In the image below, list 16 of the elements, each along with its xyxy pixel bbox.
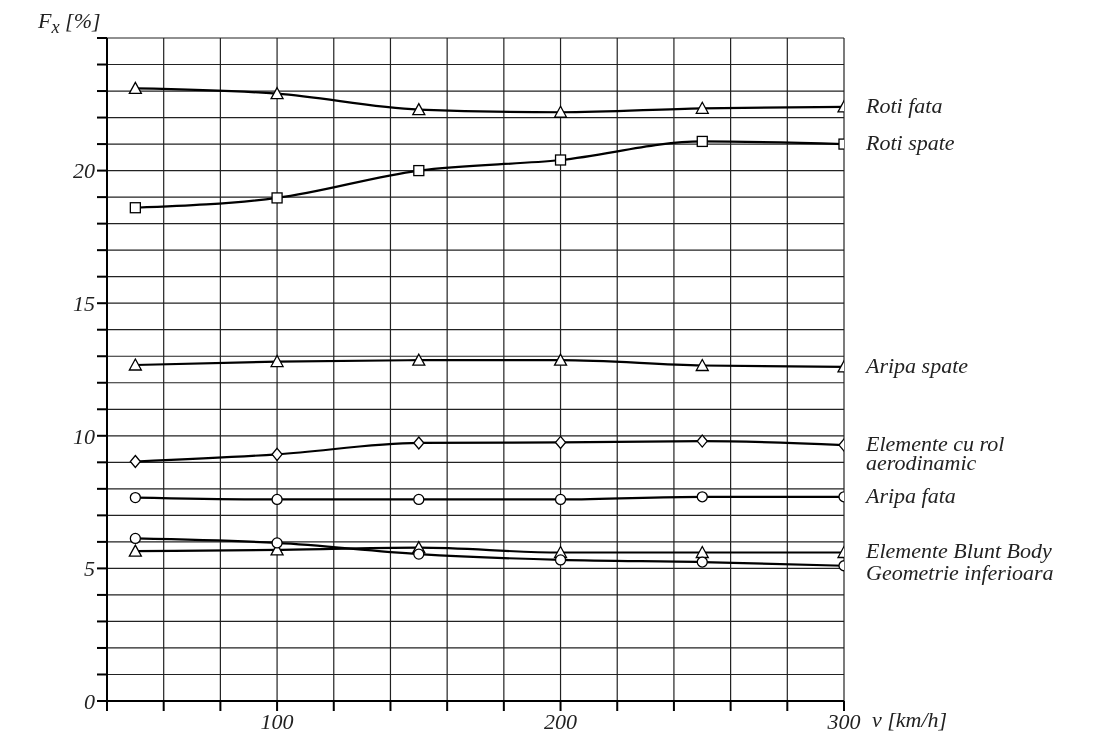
series-label: Roti fata (865, 92, 943, 118)
y-tick-label: 10 (73, 423, 95, 449)
y-tick-label: 0 (84, 688, 95, 714)
series-label: Elemente cu rol aerodinamic (865, 431, 1005, 476)
y-tick-label: 20 (73, 158, 95, 184)
series-label: Aripa fata (864, 482, 956, 508)
series-label: Roti spate (865, 130, 955, 156)
series-label: Aripa spate (864, 352, 969, 378)
x-tick-label: 200 (544, 708, 578, 734)
y-tick-label: 15 (73, 291, 95, 317)
x-tick-label: 100 (260, 708, 294, 734)
series-label: Elemente Blunt Body (865, 538, 1052, 564)
y-axis-title: F$_{x}$ [%] (38, 8, 101, 39)
x-axis-title: v [km/h] (872, 707, 948, 733)
x-tick-label: 300 (826, 708, 861, 734)
y-tick-label: 5 (84, 556, 95, 582)
